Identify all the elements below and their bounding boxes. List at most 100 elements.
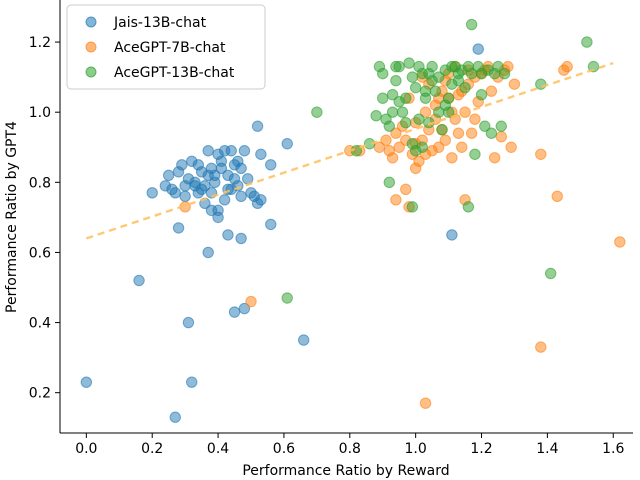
data-point-acegpt-7b-chat [535,341,547,353]
data-point-acegpt-13b-chat [413,113,425,125]
data-point-acegpt-7b-chat [419,106,432,118]
data-point-acegpt-13b-chat [492,60,504,73]
x-tick-label: 0.0 [75,441,97,457]
data-point-jais-13b-chat [255,148,267,160]
data-point-acegpt-13b-chat [446,60,458,73]
data-point-acegpt-7b-chat [380,134,392,146]
data-point-jais-13b-chat [225,145,237,157]
y-tick-label: 0.8 [29,175,51,191]
data-point-acegpt-13b-chat [363,138,376,150]
data-point-jais-13b-chat [265,218,277,231]
data-point-acegpt-13b-chat [436,124,448,136]
data-point-jais-13b-chat [199,180,211,192]
data-point-acegpt-7b-chat [614,236,626,248]
data-point-acegpt-7b-chat [551,190,563,203]
data-point-jais-13b-chat [195,166,208,178]
data-point-jais-13b-chat [202,145,214,157]
points-layer [80,18,626,423]
data-point-acegpt-13b-chat [383,176,396,189]
data-point-acegpt-13b-chat [416,141,428,153]
y-axis-ticks: 0.2 0.4 0.6 0.8 1.0 1.2 [29,35,60,402]
data-point-acegpt-13b-chat [459,81,471,94]
data-point-jais-13b-chat [179,190,191,203]
data-point-jais-13b-chat [80,376,93,388]
data-point-acegpt-7b-chat [433,141,445,153]
data-point-jais-13b-chat [265,159,277,171]
legend-marker-acegpt-7b-chat [85,41,97,53]
data-point-acegpt-7b-chat [245,295,257,308]
data-point-jais-13b-chat [222,229,234,241]
x-tick-label: 1.6 [602,441,624,457]
data-point-acegpt-13b-chat [465,18,478,31]
data-point-acegpt-7b-chat [390,194,402,206]
data-point-acegpt-13b-chat [386,106,399,118]
data-point-jais-13b-chat [186,376,198,388]
trend-line [85,61,614,240]
legend-frame [66,4,266,90]
data-point-jais-13b-chat [179,180,191,192]
data-point-acegpt-13b-chat [386,88,399,101]
data-point-acegpt-13b-chat [485,127,498,139]
data-point-acegpt-13b-chat [469,148,481,160]
data-point-acegpt-13b-chat [406,201,419,213]
legend-label-acegpt-13b-chat: AceGPT-13B-chat [114,65,235,81]
data-point-jais-13b-chat [232,155,244,167]
data-point-acegpt-7b-chat [400,183,412,196]
data-point-jais-13b-chat [202,246,214,259]
x-axis-ticks: 0.0 0.2 0.4 0.6 0.8 1.0 1.2 1.4 1.6 [75,433,624,457]
data-point-acegpt-13b-chat [383,120,396,132]
x-tick-label: 1.2 [470,441,492,457]
series-jais-13b-chat [80,43,484,423]
data-point-acegpt-13b-chat [452,74,465,87]
data-point-acegpt-13b-chat [581,36,593,48]
data-point-acegpt-7b-chat [409,162,422,174]
data-point-acegpt-13b-chat [390,74,402,87]
legend-marker-acegpt-13b-chat [85,66,97,78]
data-point-acegpt-13b-chat [370,110,382,122]
data-point-acegpt-13b-chat [396,106,409,118]
data-point-acegpt-13b-chat [535,78,547,90]
y-tick-label: 1.2 [29,35,51,51]
x-tick-label: 1.4 [536,441,558,457]
data-point-acegpt-13b-chat [403,57,415,69]
data-point-jais-13b-chat [248,190,260,203]
data-point-acegpt-7b-chat [393,141,405,153]
data-point-acegpt-7b-chat [373,141,386,153]
data-point-acegpt-7b-chat [456,141,468,153]
data-point-jais-13b-chat [189,176,201,189]
data-point-jais-13b-chat [215,162,228,174]
legend: Jais-13B-chat AceGPT-7B-chat AceGPT-13B-… [66,4,266,90]
data-point-jais-13b-chat [133,274,145,287]
data-point-jais-13b-chat [172,222,185,234]
data-point-jais-13b-chat [228,173,241,185]
data-point-jais-13b-chat [238,302,251,315]
x-tick-label: 0.8 [339,441,361,457]
data-point-acegpt-13b-chat [423,67,435,80]
data-point-acegpt-13b-chat [377,67,389,80]
data-point-acegpt-13b-chat [429,85,442,97]
data-point-jais-13b-chat [205,204,218,217]
data-point-acegpt-7b-chat [419,397,432,409]
data-point-acegpt-13b-chat [393,95,405,108]
y-tick-label: 0.4 [29,316,51,332]
x-axis-title: Performance Ratio by Reward [242,463,449,479]
data-point-acegpt-13b-chat [442,106,455,118]
data-point-acegpt-7b-chat [469,113,481,125]
data-point-acegpt-13b-chat [400,117,412,129]
data-point-jais-13b-chat [228,306,241,318]
x-tick-label: 0.6 [273,441,295,457]
data-point-jais-13b-chat [281,138,293,150]
data-point-jais-13b-chat [182,316,195,329]
data-point-jais-13b-chat [146,187,158,199]
data-point-acegpt-13b-chat [587,60,600,73]
y-tick-label: 0.6 [29,245,51,261]
data-point-jais-13b-chat [169,411,181,423]
data-point-acegpt-13b-chat [462,201,475,213]
data-point-acegpt-7b-chat [452,127,465,139]
data-point-jais-13b-chat [176,159,188,171]
data-point-jais-13b-chat [238,145,251,157]
data-point-acegpt-13b-chat [406,71,419,83]
data-point-acegpt-7b-chat [439,134,451,146]
data-point-jais-13b-chat [235,190,247,203]
